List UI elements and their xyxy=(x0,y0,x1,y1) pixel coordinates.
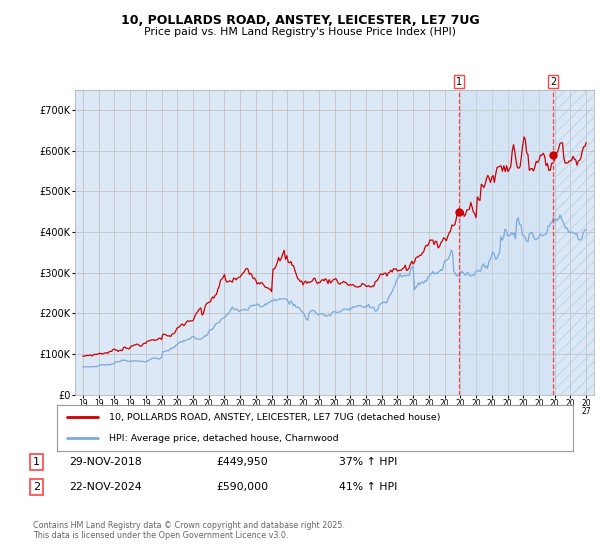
Text: Price paid vs. HM Land Registry's House Price Index (HPI): Price paid vs. HM Land Registry's House … xyxy=(144,27,456,37)
Text: 29-NOV-2018: 29-NOV-2018 xyxy=(69,457,142,467)
Bar xyxy=(459,90,553,395)
Bar xyxy=(553,90,594,395)
Text: 10, POLLARDS ROAD, ANSTEY, LEICESTER, LE7 7UG (detached house): 10, POLLARDS ROAD, ANSTEY, LEICESTER, LE… xyxy=(109,413,440,422)
Text: 2: 2 xyxy=(550,77,556,87)
Text: HPI: Average price, detached house, Charnwood: HPI: Average price, detached house, Char… xyxy=(109,434,338,443)
Text: 1: 1 xyxy=(33,457,40,467)
Text: 37% ↑ HPI: 37% ↑ HPI xyxy=(339,457,397,467)
Text: Contains HM Land Registry data © Crown copyright and database right 2025.
This d: Contains HM Land Registry data © Crown c… xyxy=(33,521,345,540)
Text: £590,000: £590,000 xyxy=(216,482,268,492)
Text: £449,950: £449,950 xyxy=(216,457,268,467)
Text: 2: 2 xyxy=(33,482,40,492)
Text: 10, POLLARDS ROAD, ANSTEY, LEICESTER, LE7 7UG: 10, POLLARDS ROAD, ANSTEY, LEICESTER, LE… xyxy=(121,14,479,27)
Text: 22-NOV-2024: 22-NOV-2024 xyxy=(69,482,142,492)
Text: 1: 1 xyxy=(456,77,462,87)
Bar xyxy=(553,90,594,395)
Text: 41% ↑ HPI: 41% ↑ HPI xyxy=(339,482,397,492)
